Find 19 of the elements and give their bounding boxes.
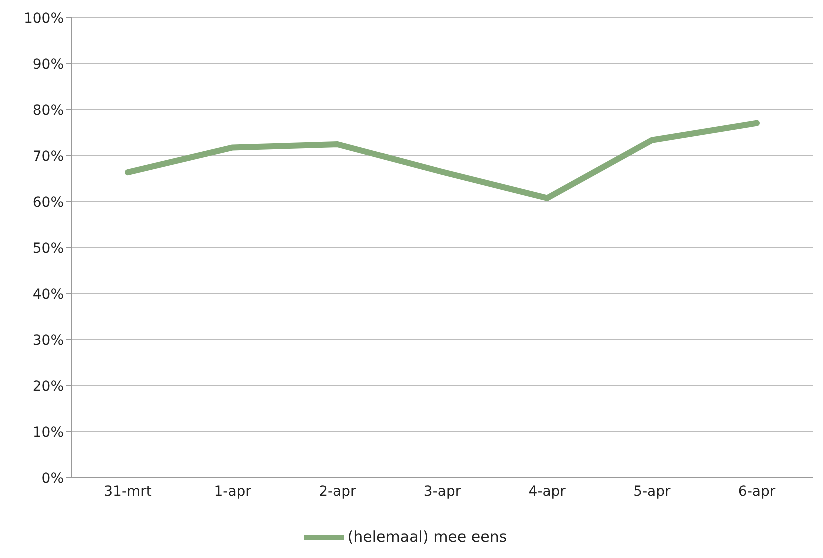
y-tick-label: 10% [32, 424, 64, 441]
y-tick-label: 40% [32, 286, 64, 303]
x-tick-label: 3-apr [424, 484, 462, 500]
y-tick-label: 60% [32, 194, 64, 211]
x-tick-label: 31-mrt [104, 484, 152, 500]
x-tick-label: 4-apr [528, 484, 566, 500]
y-tick-label: 50% [32, 240, 64, 257]
x-tick-label: 1-apr [214, 484, 252, 500]
legend-label: (helemaal) mee eens [348, 528, 508, 546]
y-tick-label: 90% [32, 56, 64, 73]
y-tick-label: 70% [32, 148, 64, 165]
y-tick-label: 0% [42, 470, 64, 487]
y-tick-label: 80% [32, 102, 64, 119]
y-tick-label: 30% [32, 332, 64, 349]
y-tick-label: 100% [24, 10, 64, 27]
x-tick-label: 6-apr [738, 484, 776, 500]
x-tick-label: 5-apr [634, 484, 671, 500]
y-tick-label: 20% [32, 378, 64, 395]
x-tick-label: 2-apr [319, 484, 356, 500]
